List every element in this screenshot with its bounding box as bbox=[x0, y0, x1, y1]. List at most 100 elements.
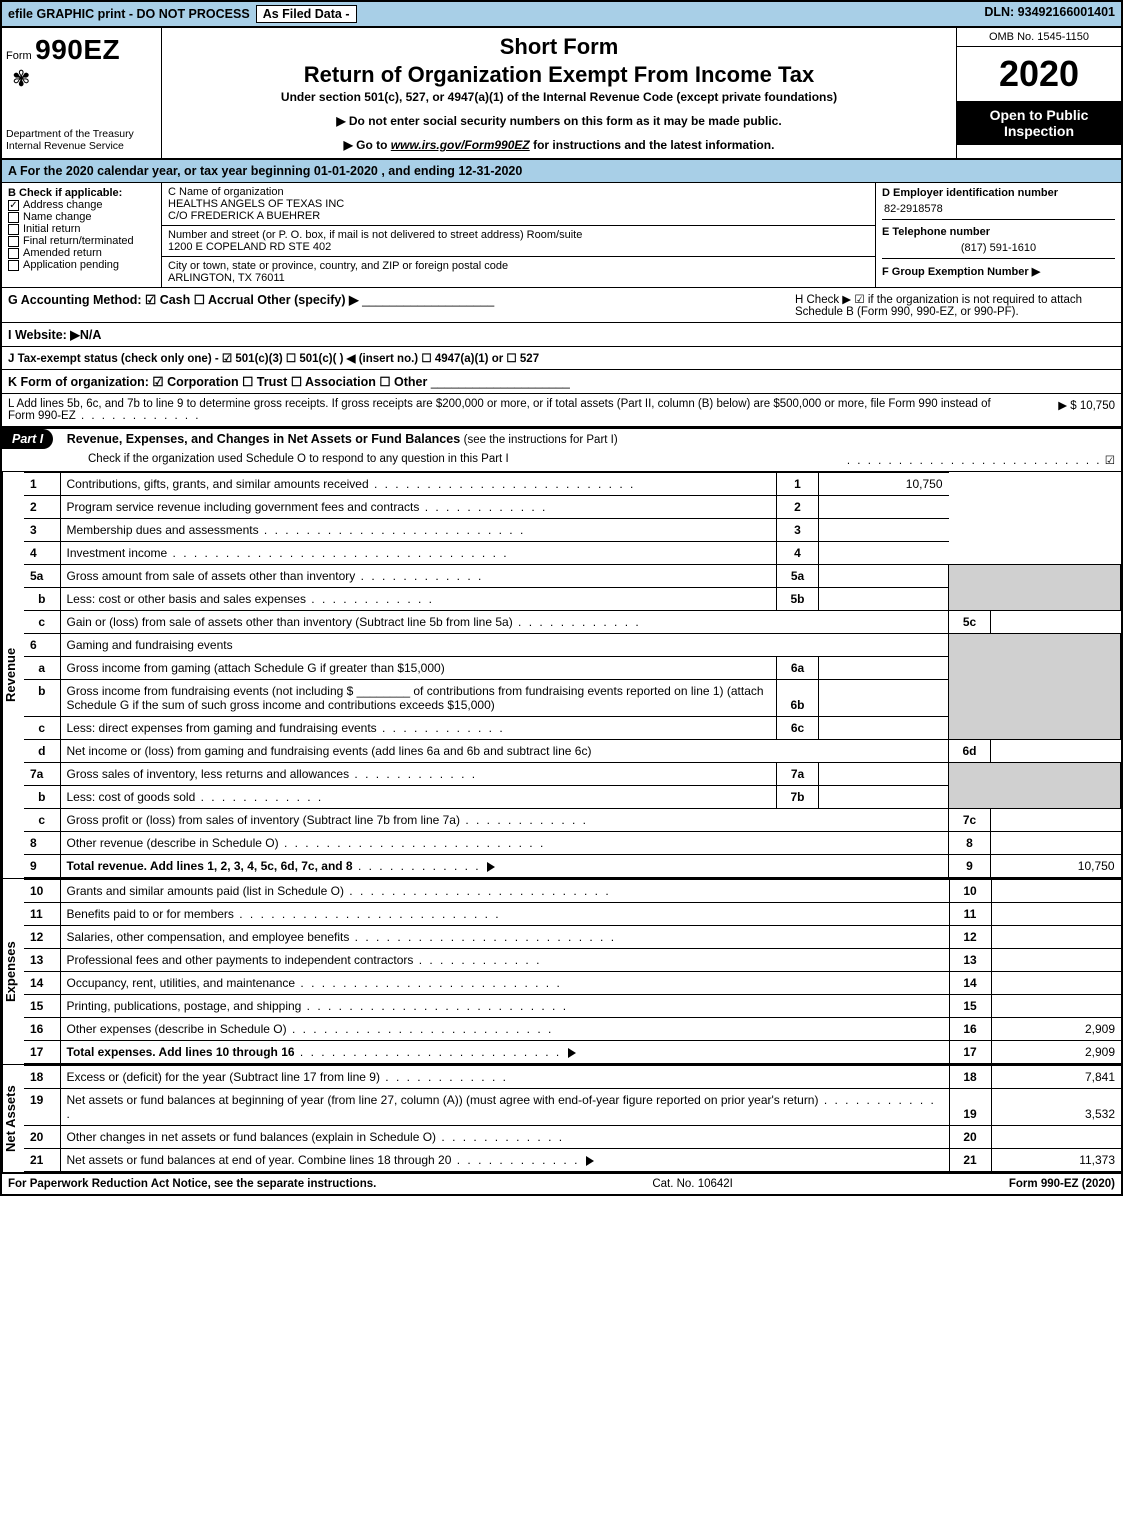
goto-link[interactable]: www.irs.gov/Form990EZ bbox=[391, 138, 530, 152]
col-b: B Check if applicable: ✓Address change N… bbox=[2, 183, 162, 287]
line-l: L Add lines 5b, 6c, and 7b to line 9 to … bbox=[2, 394, 1121, 427]
table-row: 7aGross sales of inventory, less returns… bbox=[24, 763, 1121, 786]
table-row: 10Grants and similar amounts paid (list … bbox=[24, 880, 1121, 903]
open-line2: Inspection bbox=[961, 123, 1117, 139]
open-to-public-box: Open to Public Inspection bbox=[957, 101, 1121, 145]
arrow-icon bbox=[487, 862, 495, 872]
table-row: 4Investment income4 bbox=[24, 542, 1121, 565]
arrow-icon bbox=[586, 1156, 594, 1166]
topbar-left: efile GRAPHIC print - DO NOT PROCESS As … bbox=[8, 5, 357, 23]
table-row: 13Professional fees and other payments t… bbox=[24, 949, 1121, 972]
addr-cell: Number and street (or P. O. box, if mail… bbox=[162, 226, 875, 257]
checkbox-initial-return[interactable]: Initial return bbox=[8, 223, 155, 235]
line-g: G Accounting Method: ☑ Cash ☐ Accrual Ot… bbox=[8, 292, 494, 318]
col-b-title: B Check if applicable: bbox=[8, 187, 155, 199]
part-i-check-line: Check if the organization used Schedule … bbox=[2, 449, 1121, 471]
table-row: 1Contributions, gifts, grants, and simil… bbox=[24, 473, 1121, 496]
table-row: 6Gaming and fundraising events bbox=[24, 634, 1121, 657]
table-row: cGain or (loss) from sale of assets othe… bbox=[24, 611, 1121, 634]
table-row: 20Other changes in net assets or fund ba… bbox=[24, 1126, 1121, 1149]
table-row: 14Occupancy, rent, utilities, and mainte… bbox=[24, 972, 1121, 995]
dept-line2: Internal Revenue Service bbox=[6, 140, 157, 152]
addr-val: 1200 E COPELAND RD STE 402 bbox=[168, 241, 869, 253]
f-label: F Group Exemption Number ▶ bbox=[882, 265, 1115, 278]
form-number: 990EZ bbox=[35, 34, 120, 65]
open-line1: Open to Public bbox=[961, 107, 1117, 123]
table-row: 5aGross amount from sale of assets other… bbox=[24, 565, 1121, 588]
line-l-val: ▶ $ 10,750 bbox=[1005, 398, 1115, 422]
city-val: ARLINGTON, TX 76011 bbox=[168, 272, 869, 284]
table-row: 2Program service revenue including gover… bbox=[24, 496, 1121, 519]
part-i-note: (see the instructions for Part I) bbox=[464, 434, 618, 446]
phone-value: (817) 591-1610 bbox=[882, 238, 1115, 259]
goto-line: ▶ Go to www.irs.gov/Form990EZ for instru… bbox=[170, 138, 948, 152]
d-label: D Employer identification number bbox=[882, 187, 1115, 199]
table-row: 3Membership dues and assessments3 bbox=[24, 519, 1121, 542]
line-h: H Check ▶ ☑ if the organization is not r… bbox=[795, 292, 1115, 318]
netassets-table: 18Excess or (deficit) for the year (Subt… bbox=[24, 1065, 1121, 1172]
part-i-checkmark: ☑ bbox=[1105, 455, 1115, 467]
line-k: K Form of organization: ☑ Corporation ☐ … bbox=[2, 370, 1121, 394]
table-row: 16Other expenses (describe in Schedule O… bbox=[24, 1018, 1121, 1041]
table-row: 21Net assets or fund balances at end of … bbox=[24, 1149, 1121, 1172]
part-i-title: Revenue, Expenses, and Changes in Net As… bbox=[57, 432, 460, 446]
section-b-c-d: B Check if applicable: ✓Address change N… bbox=[2, 183, 1121, 288]
page-footer: For Paperwork Reduction Act Notice, see … bbox=[2, 1174, 1121, 1194]
efile-text: efile GRAPHIC print - DO NOT PROCESS bbox=[8, 7, 250, 21]
table-row: cGross profit or (loss) from sales of in… bbox=[24, 809, 1121, 832]
table-row: 8Other revenue (describe in Schedule O)8 bbox=[24, 832, 1121, 855]
revenue-section: Revenue 1Contributions, gifts, grants, a… bbox=[2, 472, 1121, 879]
expenses-table: 10Grants and similar amounts paid (list … bbox=[24, 879, 1121, 1064]
city-label: City or town, state or province, country… bbox=[168, 260, 869, 272]
e-label: E Telephone number bbox=[882, 226, 1115, 238]
line-j: J Tax-exempt status (check only one) - ☑… bbox=[2, 347, 1121, 370]
table-row: 19Net assets or fund balances at beginni… bbox=[24, 1089, 1121, 1126]
form-header: Form 990EZ ✾ Department of the Treasury … bbox=[2, 28, 1121, 160]
header-left: Form 990EZ ✾ Department of the Treasury … bbox=[2, 28, 162, 158]
org-name1: HEALTHS ANGELS OF TEXAS INC bbox=[168, 198, 869, 210]
expenses-vert-label: Expenses bbox=[2, 879, 24, 1064]
header-mid: Short Form Return of Organization Exempt… bbox=[162, 28, 956, 158]
form-title: Return of Organization Exempt From Incom… bbox=[170, 62, 948, 88]
omb-number: OMB No. 1545-1150 bbox=[957, 28, 1121, 47]
checkbox-application-pending[interactable]: Application pending bbox=[8, 259, 155, 271]
dln: DLN: 93492166001401 bbox=[984, 5, 1115, 23]
city-cell: City or town, state or province, country… bbox=[162, 257, 875, 287]
part-i-header: Part I Revenue, Expenses, and Changes in… bbox=[2, 427, 1121, 472]
short-form-label: Short Form bbox=[170, 34, 948, 60]
line-a: A For the 2020 calendar year, or tax yea… bbox=[2, 160, 1121, 183]
arrow-icon bbox=[568, 1048, 576, 1058]
form-prefix: Form bbox=[6, 50, 32, 62]
form-subtitle: Under section 501(c), 527, or 4947(a)(1)… bbox=[170, 90, 948, 104]
col-d: D Employer identification number 82-2918… bbox=[876, 183, 1121, 287]
ein-value: 82-2918578 bbox=[882, 199, 1115, 220]
table-row: 15Printing, publications, postage, and s… bbox=[24, 995, 1121, 1018]
checkbox-name-change[interactable]: Name change bbox=[8, 211, 155, 223]
line-g-h: G Accounting Method: ☑ Cash ☐ Accrual Ot… bbox=[2, 288, 1121, 323]
checkbox-final-return[interactable]: Final return/terminated bbox=[8, 235, 155, 247]
public-warning: ▶ Do not enter social security numbers o… bbox=[170, 114, 948, 128]
header-right: OMB No. 1545-1150 2020 Open to Public In… bbox=[956, 28, 1121, 158]
netassets-vert-label: Net Assets bbox=[2, 1065, 24, 1172]
table-row: dNet income or (loss) from gaming and fu… bbox=[24, 740, 1121, 763]
footer-left: For Paperwork Reduction Act Notice, see … bbox=[8, 1178, 376, 1190]
dept-line1: Department of the Treasury bbox=[6, 128, 157, 140]
revenue-table: 1Contributions, gifts, grants, and simil… bbox=[24, 472, 1121, 878]
part-i-badge: Part I bbox=[2, 429, 53, 449]
org-name2: C/O FREDERICK A BUEHRER bbox=[168, 210, 869, 222]
table-row: 18Excess or (deficit) for the year (Subt… bbox=[24, 1066, 1121, 1089]
footer-mid: Cat. No. 10642I bbox=[652, 1178, 733, 1190]
table-row: 12Salaries, other compensation, and empl… bbox=[24, 926, 1121, 949]
form-page: efile GRAPHIC print - DO NOT PROCESS As … bbox=[0, 0, 1123, 1196]
as-filed-box: As Filed Data - bbox=[256, 5, 357, 23]
addr-label: Number and street (or P. O. box, if mail… bbox=[168, 229, 869, 241]
org-name-cell: C Name of organization HEALTHS ANGELS OF… bbox=[162, 183, 875, 226]
checkbox-amended-return[interactable]: Amended return bbox=[8, 247, 155, 259]
dept-block: Department of the Treasury Internal Reve… bbox=[2, 126, 161, 158]
tax-year: 2020 bbox=[957, 47, 1121, 101]
checkbox-address-change[interactable]: ✓Address change bbox=[8, 199, 155, 211]
netassets-section: Net Assets 18Excess or (deficit) for the… bbox=[2, 1065, 1121, 1174]
table-row: 17Total expenses. Add lines 10 through 1… bbox=[24, 1041, 1121, 1064]
c-label: C Name of organization bbox=[168, 186, 869, 198]
goto-post: for instructions and the latest informat… bbox=[533, 138, 774, 152]
